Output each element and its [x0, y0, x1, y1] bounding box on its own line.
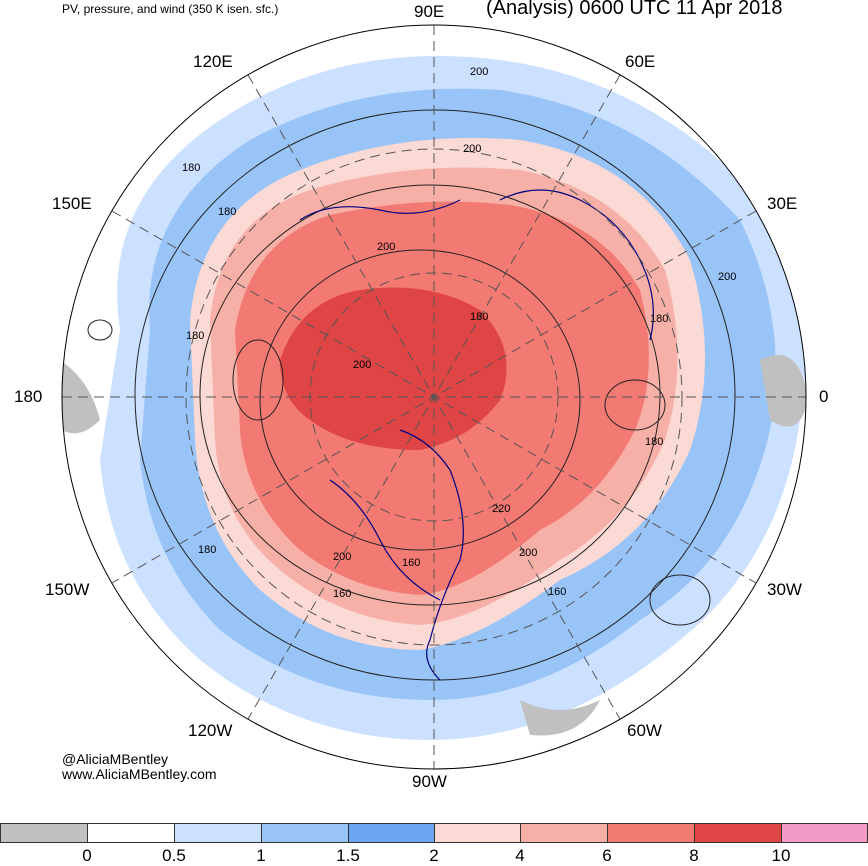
- lon-label-150w: 150W: [45, 580, 90, 599]
- colorbar-bin: [261, 823, 349, 843]
- pv-region-grey-east: [760, 355, 806, 427]
- colorbar-label: 1.5: [336, 846, 360, 865]
- colorbar-label: 0.5: [162, 846, 186, 865]
- colorbar-bin: [0, 823, 88, 843]
- colorbar-bin: [174, 823, 262, 843]
- contour-label: 160: [548, 586, 566, 598]
- contour-label: 200: [333, 551, 351, 563]
- lon-label-90e: 90E: [414, 2, 445, 21]
- contour-label: 180: [182, 162, 200, 174]
- colorbar-bin: [781, 823, 868, 843]
- pressure-contours: [87, 109, 736, 681]
- contour-label: 200: [470, 66, 488, 78]
- lon-label-150e: 150E: [52, 194, 92, 213]
- contour-labels: 200 200 180 180 200 180 200 180 200 180 …: [182, 66, 736, 600]
- coastlines: [299, 189, 654, 681]
- lon-label-60w: 60W: [627, 721, 662, 740]
- colorbar-label: 6: [602, 846, 612, 865]
- pv-region-dark-red: [280, 287, 507, 450]
- lon-label-90w: 90W: [412, 772, 447, 791]
- pv-region-grey-south: [520, 700, 600, 736]
- colorbar-bin: [520, 823, 608, 843]
- colorbar-bin: [87, 823, 175, 843]
- contour-label: 200: [353, 359, 371, 371]
- contour-label: 180: [470, 311, 488, 323]
- colorbar-label: 2: [429, 846, 439, 865]
- contour-label: 200: [519, 547, 537, 559]
- colorbar-label: 8: [689, 846, 699, 865]
- contour-label: 180: [198, 544, 216, 556]
- lon-label-30w: 30W: [767, 580, 802, 599]
- contour-label: 160: [402, 557, 420, 569]
- map-boundary: [61, 24, 807, 770]
- contour-label: 180: [186, 330, 204, 342]
- contour-label: 200: [718, 271, 736, 283]
- lon-label-0: 0: [819, 387, 829, 406]
- colorbar-label: 0: [82, 846, 92, 865]
- graticule: [62, 25, 806, 769]
- contour-label: 160: [333, 588, 351, 600]
- contour-label: 220: [492, 503, 510, 515]
- lon-label-120w: 120W: [188, 721, 233, 740]
- credit-handle: @AliciaMBentley: [62, 751, 169, 767]
- colorbar-label: 4: [515, 846, 525, 865]
- map-subtitle: PV, pressure, and wind (350 K isen. sfc.…: [62, 2, 279, 16]
- contour-label: 180: [218, 206, 236, 218]
- colorbar-label: 10: [771, 846, 791, 865]
- contour-label: 180: [650, 313, 668, 325]
- lon-label-60e: 60E: [625, 52, 656, 71]
- colorbar-bin: [348, 823, 435, 843]
- map-title: (Analysis) 0600 UTC 11 Apr 2018: [486, 0, 783, 19]
- contour-label: 200: [463, 143, 481, 155]
- colorbar-bin: [607, 823, 695, 843]
- colorbar-bin: [694, 823, 782, 843]
- colorbar-label: 1: [256, 846, 266, 865]
- contour-label: 200: [377, 241, 395, 253]
- lon-label-120e: 120E: [193, 52, 233, 71]
- colorbar-bin: [434, 823, 521, 843]
- credit-website: www.AliciaMBentley.com: [62, 766, 217, 782]
- lon-label-180: 180: [14, 387, 43, 406]
- lon-label-30e: 30E: [767, 194, 798, 213]
- contour-label: 180: [645, 436, 663, 448]
